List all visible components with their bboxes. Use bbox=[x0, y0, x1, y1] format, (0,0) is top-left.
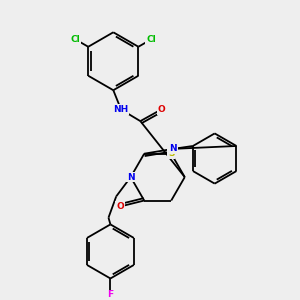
Text: Cl: Cl bbox=[146, 35, 156, 44]
Text: O: O bbox=[158, 105, 166, 114]
Text: S: S bbox=[168, 149, 175, 158]
Text: F: F bbox=[107, 290, 113, 299]
Text: N: N bbox=[127, 172, 134, 182]
Text: NH: NH bbox=[113, 105, 129, 114]
Text: N: N bbox=[169, 144, 177, 153]
Text: Cl: Cl bbox=[71, 35, 81, 44]
Text: O: O bbox=[116, 202, 124, 211]
